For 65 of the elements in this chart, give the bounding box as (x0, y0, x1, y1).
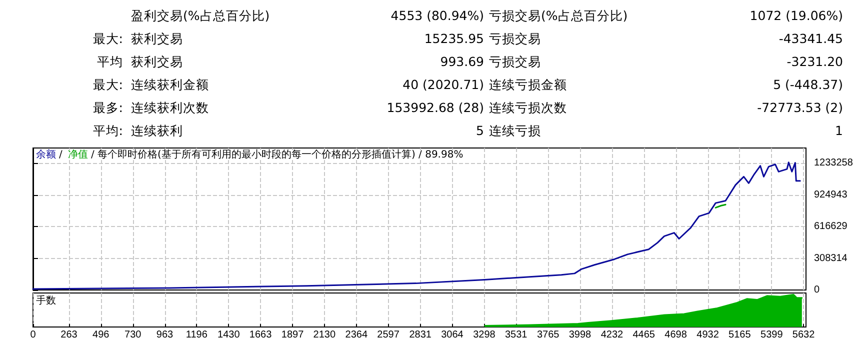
text: 余额 (36, 148, 56, 160)
x-tick-label: 1430 (218, 330, 240, 340)
x-tick-label: 5165 (728, 330, 752, 340)
text: 平均: (92, 123, 123, 139)
x-tick-label: 5632 (792, 330, 816, 340)
x-tick-label: 263 (60, 330, 78, 340)
y-tick-label: 924943 (814, 189, 848, 200)
text: 15235.95 (424, 31, 484, 47)
x-tick-label: 3298 (473, 330, 496, 340)
x-tick-label: 3064 (441, 330, 464, 340)
x-tick-label: 4698 (664, 330, 688, 340)
chart-title: / 每个即时价格(基于所有可利用的最小时段的每一个价格的分形插值计算) / 89.98% (91, 148, 464, 160)
x-tick-label: 1663 (249, 330, 272, 340)
x-tick-label: 2597 (377, 330, 400, 340)
text: 5 (-448.37) (773, 77, 843, 93)
x-tick-label: 5399 (760, 330, 784, 340)
x-tick-label: 3998 (568, 330, 592, 340)
x-tick-label: 3531 (504, 330, 528, 340)
text: 连续获利次数 (131, 100, 209, 116)
y-tick-label: 1233258 (814, 158, 854, 169)
x-tick-label: 1196 (186, 330, 208, 340)
text: 连续亏损金额 (489, 77, 567, 93)
text: 连续获利金额 (131, 77, 209, 93)
x-tick-label: 1897 (281, 330, 304, 340)
text: 亏损交易(%占总百分比) (489, 8, 628, 24)
x-tick-label: 2130 (313, 330, 336, 340)
text: 1072 (19.06%) (750, 8, 843, 24)
text: 153992.68 (28) (386, 100, 484, 116)
x-tick-label: 963 (156, 330, 174, 340)
text: 5 (476, 123, 484, 139)
text: 993.69 (440, 54, 484, 70)
y-tick-label: 616629 (814, 221, 848, 232)
x-tick-label: 2364 (345, 330, 368, 340)
text: 1 (835, 123, 843, 139)
text: 获利交易 (131, 31, 183, 47)
text: 40 (2020.71) (402, 77, 484, 93)
x-tick-label: 0 (30, 330, 36, 340)
x-tick-label: 2831 (409, 330, 432, 340)
x-tick-label: 730 (124, 330, 142, 340)
y-tick-label: 0 (814, 284, 820, 296)
text: 最大: (92, 77, 123, 93)
text: 平均 (97, 54, 123, 70)
text: -3231.20 (786, 54, 843, 70)
text: 亏损交易 (489, 54, 541, 70)
text: 净值 (68, 148, 88, 160)
annotation: / (59, 150, 63, 160)
x-tick-label: 4232 (600, 330, 624, 340)
x-tick-label: 4932 (696, 330, 720, 340)
text: -43341.45 (778, 31, 843, 47)
line-series (32, 162, 801, 290)
text: 最大: (92, 31, 123, 47)
text: 盈利交易(%占总百分比) (131, 8, 270, 24)
text: 获利交易 (131, 54, 183, 70)
text: 亏损交易 (489, 31, 541, 47)
text: 4553 (80.94%) (390, 8, 484, 24)
text: 连续亏损 (489, 123, 541, 139)
text: -72773.53 (2) (757, 100, 843, 116)
y-axis-title: 手数 (36, 294, 56, 306)
x-tick-label: 3765 (536, 330, 560, 340)
x-tick-label: 496 (92, 330, 110, 340)
text: 最多: (92, 100, 123, 116)
text: 连续获利 (131, 123, 183, 139)
x-tick-label: 4465 (632, 330, 656, 340)
y-tick-label: 308314 (814, 252, 848, 264)
text: 连续亏损次数 (489, 100, 567, 116)
